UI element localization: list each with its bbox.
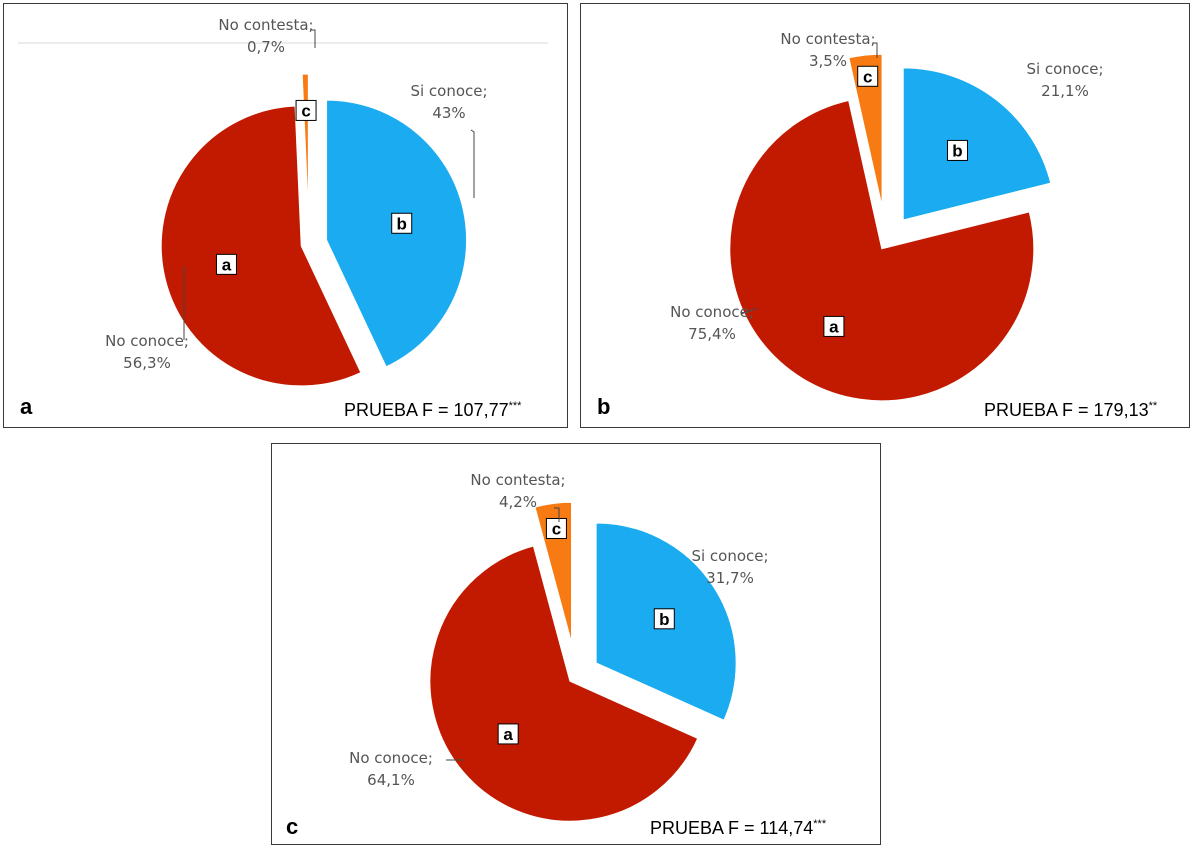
slice-letter-box: b [653,608,675,630]
pie-slice-a [160,105,362,387]
slice-letter: a [829,317,839,336]
slice-value-label: 4,2% [499,493,537,511]
slice-category-label: No contesta; [470,471,565,489]
significance-stars: ** [1148,400,1158,412]
f-test-text: PRUEBA F = 114,74 [650,818,814,838]
slice-letter-box: c [295,99,317,121]
slice-category-label: Si conoce; [691,547,768,565]
slice-letter-box: a [215,253,237,275]
f-test-text: PRUEBA F = 107,77 [344,400,509,420]
pie-chart-c: b Si conoce; 31,7% a No conoce; 64,1% c No cont… [349,471,769,822]
chart-panel-b: b Si conoce; 21,1% a No conoce; 75,4% c No cont… [580,3,1190,428]
f-test-result: PRUEBA F = 107,77*** [344,400,521,421]
f-test-result: PRUEBA F = 114,74*** [650,818,826,839]
slice-value-label: 64,1% [367,771,415,789]
leader-line [470,129,475,198]
pie-slice-c [301,73,309,215]
chart-panel-c: b Si conoce; 31,7% a No conoce; 64,1% c No cont… [271,443,881,845]
pie-slice-a [429,545,699,822]
pie-slice-b [902,67,1052,221]
pie-chart-b: b Si conoce; 21,1% a No conoce; 75,4% c No cont… [670,30,1104,402]
slice-letter-box: c [857,65,879,87]
slice-letter: b [397,214,407,233]
leader-line [740,307,758,315]
letter-box-bg [391,212,413,234]
significance-stars: *** [508,400,522,412]
slice-letter: a [222,255,232,274]
slice-letter-box: b [391,212,413,234]
slice-category-label: No contesta; [780,30,875,48]
letter-box-bg [823,315,845,337]
pie-chart-a: b Si conoce; 43% a No conoce; 56,3% c No contes… [105,16,488,387]
slice-value-label: 21,1% [1041,82,1089,100]
significance-stars: *** [813,818,827,830]
slice-letter: b [659,610,669,629]
slice-letter-box: b [946,139,968,161]
letter-box-bg [295,99,317,121]
letter-box-bg [857,65,879,87]
letter-box-bg [497,723,519,745]
slice-letter: c [552,519,561,538]
header-divider [18,42,548,44]
slice-category-label: No contesta; [218,16,313,34]
slice-letter: a [503,725,513,744]
pie-slice-c [848,53,883,207]
slice-category-label: Si conoce; [1026,60,1103,78]
slice-letter-box: c [545,517,567,539]
slice-letter: c [863,67,872,86]
slice-letter-box: a [823,315,845,337]
f-test-result: PRUEBA F = 179,13** [984,400,1157,421]
slice-value-label: 3,5% [809,52,847,70]
panel-label: c [286,814,299,839]
slice-value-label: 75,4% [688,325,736,343]
panel-label: a [20,394,33,419]
slice-category-label: Si conoce; [410,82,487,100]
chart-panel-a: b Si conoce; 43% a No conoce; 56,3% c No contes… [3,3,568,428]
slice-value-label: 56,3% [123,354,171,372]
slice-letter: b [952,141,962,160]
leader-line [311,29,316,48]
slice-value-label: 31,7% [706,569,754,587]
slice-letter-box: a [497,723,519,745]
letter-box-bg [653,608,675,630]
letter-box-bg [946,139,968,161]
slice-category-label: No conoce; [670,303,754,321]
slice-value-label: 43% [432,104,465,122]
leader-line [554,507,560,522]
slice-value-label: 0,7% [247,38,285,56]
letter-box-bg [545,517,567,539]
pie-slice-a [729,99,1035,402]
f-test-text: PRUEBA F = 179,13 [984,400,1149,420]
panel-label: b [597,394,611,419]
slice-category-label: No conoce; [105,332,189,350]
slice-letter: c [301,101,310,120]
letter-box-bg [215,253,237,275]
slice-category-label: No conoce; [349,749,433,767]
leader-line [873,42,878,58]
